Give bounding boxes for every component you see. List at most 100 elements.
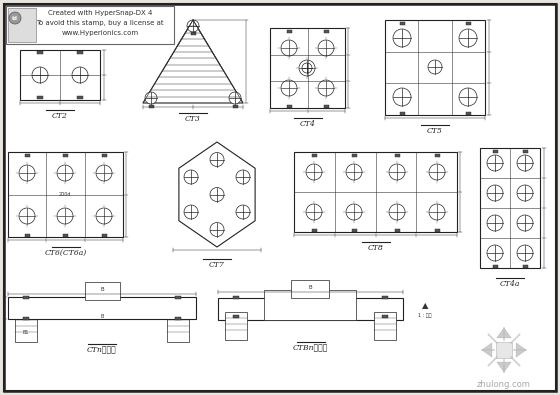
- Circle shape: [72, 67, 88, 83]
- Circle shape: [57, 165, 73, 181]
- Bar: [400, 112, 405, 115]
- Polygon shape: [497, 362, 511, 372]
- Circle shape: [184, 205, 198, 219]
- Bar: [435, 229, 440, 232]
- Bar: [496, 342, 512, 358]
- Bar: [225, 312, 247, 340]
- Text: id: id: [12, 15, 18, 21]
- Circle shape: [517, 215, 533, 231]
- Circle shape: [281, 80, 297, 96]
- Circle shape: [210, 222, 224, 237]
- Circle shape: [318, 40, 334, 56]
- Bar: [63, 234, 68, 237]
- Circle shape: [487, 245, 503, 261]
- Text: CT8: CT8: [367, 244, 384, 252]
- Bar: [233, 296, 239, 299]
- Bar: [382, 296, 388, 299]
- Circle shape: [517, 245, 533, 261]
- Bar: [382, 315, 388, 318]
- Circle shape: [393, 29, 411, 47]
- Bar: [385, 20, 485, 115]
- Circle shape: [306, 164, 322, 180]
- Text: CTn剖面图: CTn剖面图: [87, 346, 117, 354]
- Bar: [8, 8, 36, 42]
- Bar: [523, 265, 528, 268]
- Bar: [493, 150, 498, 153]
- Text: CT6(CT6a): CT6(CT6a): [44, 249, 87, 257]
- Text: CT4: CT4: [300, 120, 315, 128]
- Bar: [191, 32, 196, 35]
- Bar: [167, 314, 189, 342]
- Bar: [294, 152, 457, 232]
- Bar: [395, 154, 400, 157]
- Circle shape: [393, 88, 411, 106]
- Bar: [324, 105, 329, 108]
- Polygon shape: [143, 20, 243, 103]
- Bar: [23, 296, 29, 299]
- Bar: [25, 234, 30, 237]
- Bar: [264, 290, 356, 320]
- Circle shape: [429, 164, 445, 180]
- Text: CT5: CT5: [427, 127, 443, 135]
- Text: B: B: [309, 285, 312, 290]
- Bar: [149, 105, 154, 108]
- Bar: [102, 234, 107, 237]
- Text: 200d: 200d: [59, 192, 71, 196]
- Text: B1: B1: [23, 330, 29, 335]
- Circle shape: [346, 204, 362, 220]
- Circle shape: [302, 63, 312, 73]
- Text: CT4a: CT4a: [500, 280, 520, 288]
- Text: B: B: [100, 314, 104, 319]
- Text: To avoid this stamp, buy a license at: To avoid this stamp, buy a license at: [36, 20, 164, 26]
- Bar: [23, 317, 29, 320]
- Bar: [374, 312, 396, 340]
- Bar: [400, 22, 405, 25]
- Bar: [20, 50, 100, 100]
- Bar: [85, 282, 120, 300]
- Bar: [218, 298, 403, 320]
- Bar: [15, 314, 37, 342]
- Bar: [312, 229, 317, 232]
- Text: CT2: CT2: [52, 112, 68, 120]
- Bar: [77, 96, 83, 99]
- Text: CT7: CT7: [209, 261, 225, 269]
- Circle shape: [487, 185, 503, 201]
- Bar: [395, 229, 400, 232]
- Bar: [175, 317, 181, 320]
- Circle shape: [459, 88, 477, 106]
- Text: 1 : 比例: 1 : 比例: [418, 314, 432, 318]
- Text: ▲: ▲: [422, 301, 428, 310]
- Bar: [270, 28, 345, 108]
- Circle shape: [517, 185, 533, 201]
- Circle shape: [281, 40, 297, 56]
- Circle shape: [318, 80, 334, 96]
- Circle shape: [32, 67, 48, 83]
- Bar: [523, 150, 528, 153]
- Bar: [352, 154, 357, 157]
- Circle shape: [57, 208, 73, 224]
- Circle shape: [145, 92, 157, 104]
- Bar: [6, 6, 174, 44]
- Circle shape: [459, 29, 477, 47]
- Polygon shape: [516, 343, 526, 357]
- Text: zhulong.com: zhulong.com: [477, 380, 531, 389]
- Circle shape: [187, 20, 199, 32]
- Bar: [287, 30, 292, 33]
- Bar: [480, 148, 540, 268]
- Bar: [233, 105, 238, 108]
- Text: B: B: [100, 287, 104, 292]
- Bar: [37, 51, 43, 54]
- Bar: [291, 280, 329, 298]
- Circle shape: [306, 204, 322, 220]
- Bar: [233, 315, 239, 318]
- Circle shape: [210, 152, 224, 167]
- Circle shape: [229, 92, 241, 104]
- Bar: [352, 229, 357, 232]
- Bar: [312, 154, 317, 157]
- Bar: [37, 96, 43, 99]
- Bar: [324, 30, 329, 33]
- Circle shape: [236, 170, 250, 184]
- Circle shape: [19, 165, 35, 181]
- Polygon shape: [482, 343, 492, 357]
- Text: CTBn剖面图: CTBn剖面图: [293, 344, 328, 352]
